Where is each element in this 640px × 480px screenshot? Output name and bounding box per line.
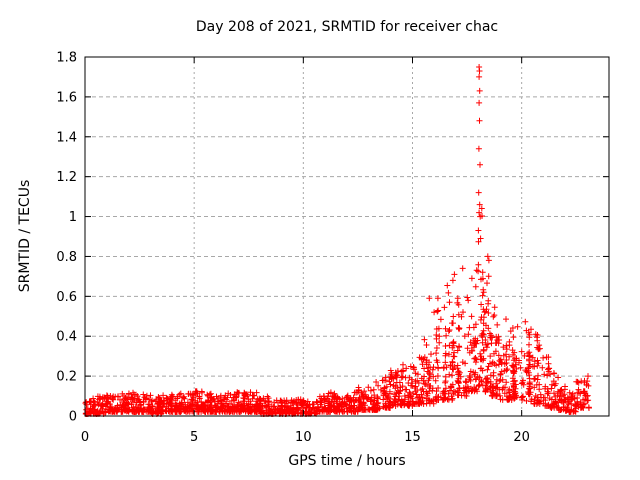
y-tick-label: 1.8 xyxy=(56,51,77,66)
plot-border xyxy=(84,56,610,417)
y-axis-label: SRMTID / TECUs xyxy=(17,179,33,293)
x-tick-label: 20 xyxy=(513,430,530,445)
chart-title: Day 208 of 2021, SRMTID for receiver cha… xyxy=(195,19,499,35)
y-tick-label: 0.4 xyxy=(56,330,77,345)
y-tick-label: 1.6 xyxy=(56,90,77,105)
y-tick-label: 0.8 xyxy=(56,250,77,265)
scatter-points xyxy=(82,64,592,417)
y-tick-label: 1 xyxy=(69,210,77,225)
y-tick-label: 1.2 xyxy=(56,170,77,185)
x-tick-label: 10 xyxy=(295,430,312,445)
x-tick-label: 0 xyxy=(81,430,89,445)
y-tick-label: 0 xyxy=(69,410,77,425)
y-tick-label: 1.4 xyxy=(56,130,77,145)
x-tick-label: 5 xyxy=(190,430,198,445)
y-tick-label: 0.6 xyxy=(56,290,77,305)
x-tick-label: 15 xyxy=(404,430,421,445)
x-axis-label: GPS time / hours xyxy=(288,453,406,469)
y-tick-label: 0.2 xyxy=(56,370,77,385)
